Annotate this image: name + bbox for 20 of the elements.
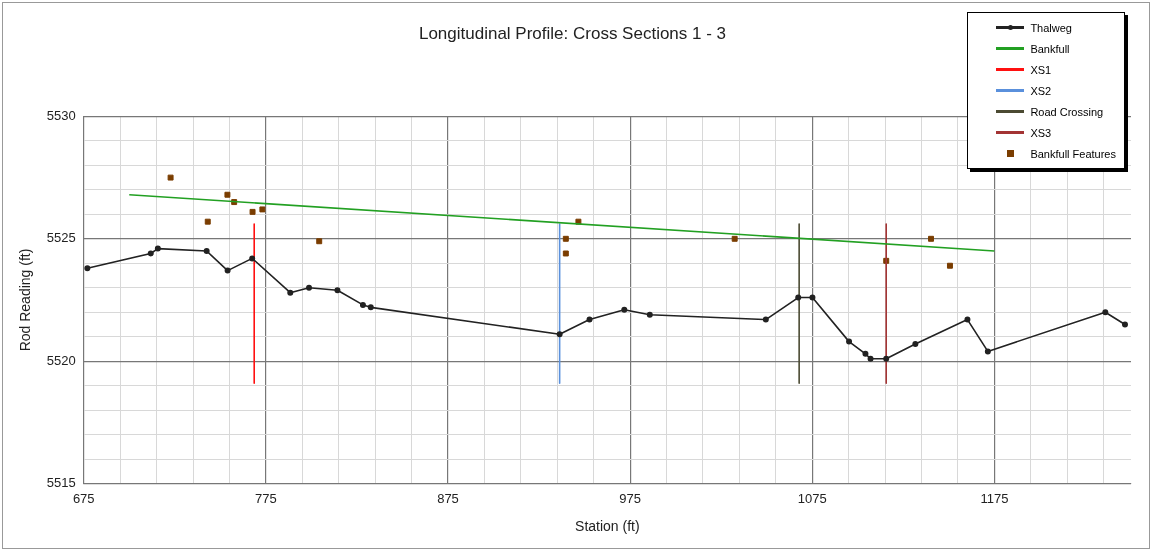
legend-label: Bankfull bbox=[1030, 42, 1070, 55]
x-tick-label: 975 bbox=[619, 490, 641, 506]
x-tick-label: 875 bbox=[437, 490, 459, 506]
legend-label: XS2 bbox=[1030, 84, 1052, 97]
y-tick-label: 5520 bbox=[46, 352, 76, 368]
x-axis-title: Station (ft) bbox=[575, 518, 640, 535]
y-tick-label: 5525 bbox=[46, 230, 76, 246]
y-tick-label: 5530 bbox=[46, 107, 76, 123]
x-tick-label: 775 bbox=[255, 490, 277, 506]
y-tick-label: 5515 bbox=[46, 475, 76, 491]
legend-label: XS3 bbox=[1030, 126, 1052, 139]
legend-label: XS1 bbox=[1030, 63, 1052, 76]
y-axis-title: Rod Reading (ft) bbox=[17, 248, 34, 352]
x-tick-label: 1175 bbox=[980, 490, 1009, 506]
legend-label: Bankfull Features bbox=[1030, 147, 1116, 160]
legend-label: Road Crossing bbox=[1030, 105, 1104, 118]
x-tick-label: 675 bbox=[72, 490, 95, 506]
legend-label: Thalweg bbox=[1030, 21, 1072, 34]
x-tick-label: 1075 bbox=[797, 490, 827, 506]
chart-title: Longitudinal Profile: Cross Sections 1 - 3 bbox=[418, 23, 727, 43]
